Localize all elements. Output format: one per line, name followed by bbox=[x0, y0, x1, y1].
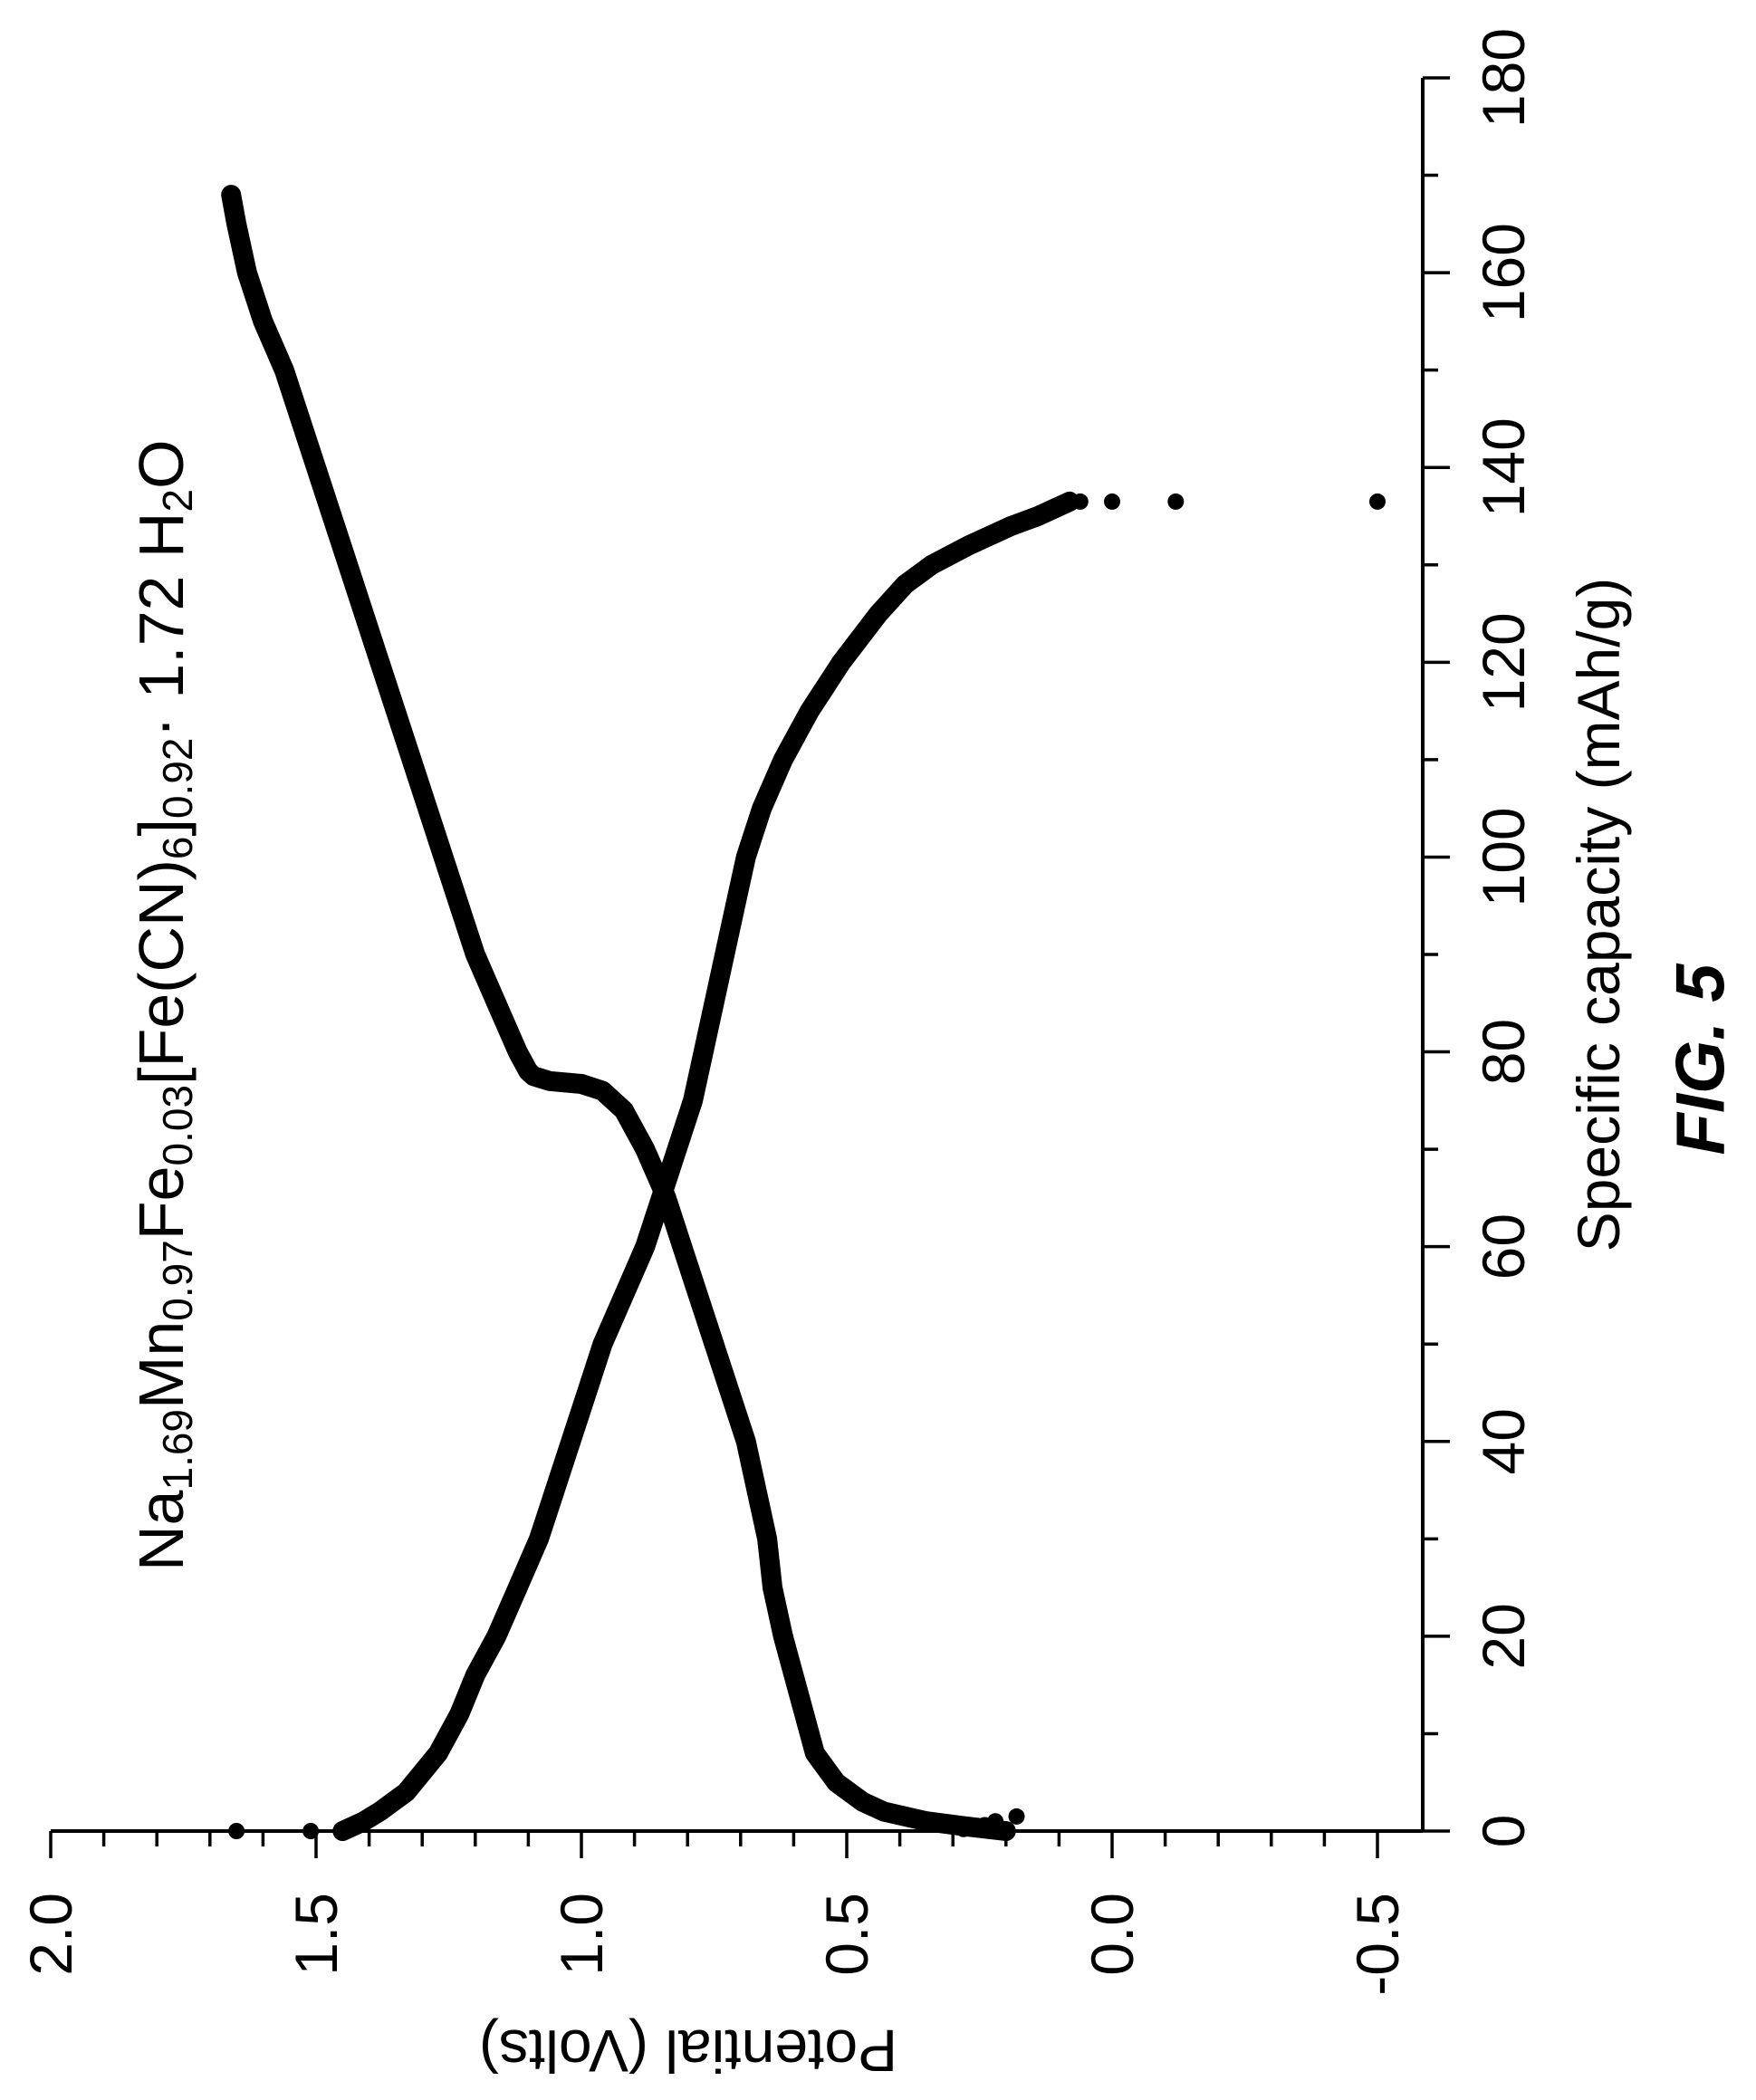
title-segment: ] bbox=[126, 819, 197, 836]
title-segment: [Fe(CN) bbox=[126, 859, 197, 1085]
title-segment: Na bbox=[126, 1490, 197, 1571]
y-tick-label: 1.5 bbox=[283, 1893, 350, 1976]
x-tick-label: 160 bbox=[1470, 223, 1537, 322]
figure-caption: FIG. 5 bbox=[1663, 963, 1740, 1155]
x-tick-label: 0 bbox=[1470, 1815, 1537, 1848]
y-tick-label: 0.0 bbox=[1079, 1893, 1146, 1976]
plot-area: 0 20 40 60 80 100 120 140 160 180 2.0 1.5 1.0 0.5 0.0 -… bbox=[17, 28, 1740, 2085]
x-tick-label: 40 bbox=[1470, 1408, 1537, 1474]
title-subscript: 0.92 bbox=[154, 738, 201, 820]
x-tick-label: 100 bbox=[1470, 807, 1537, 906]
y-axis-title: Potential (Volts) bbox=[479, 2018, 897, 2085]
x-tick-label: 180 bbox=[1470, 28, 1537, 128]
y-tick-label: 2.0 bbox=[17, 1893, 84, 1976]
data-point bbox=[987, 1813, 1004, 1830]
title-subscript: 2 bbox=[154, 489, 201, 513]
title-segment: O bbox=[126, 439, 197, 488]
discharge-curve bbox=[332, 491, 1080, 1841]
y-tick-label: 1.0 bbox=[548, 1893, 615, 1976]
data-point bbox=[1104, 493, 1120, 510]
x-tick-label: 80 bbox=[1470, 1019, 1537, 1085]
data-point bbox=[302, 1823, 320, 1839]
data-point bbox=[1008, 1808, 1025, 1825]
title-subscript: 1.69 bbox=[154, 1409, 201, 1491]
data-point bbox=[1167, 493, 1185, 510]
title-subscript: 0.03 bbox=[154, 1085, 201, 1166]
data-point bbox=[1369, 493, 1386, 510]
chart-title: Na1.69Mn0.97Fe0.03[Fe(CN)6]0.92· 1.72 H2… bbox=[126, 439, 201, 1571]
x-tick-label: 20 bbox=[1470, 1603, 1537, 1669]
y-tick-label: 0.5 bbox=[813, 1893, 880, 1976]
x-tick-label: 120 bbox=[1470, 612, 1537, 712]
title-segment: Fe bbox=[126, 1166, 197, 1241]
data-point bbox=[1071, 493, 1089, 510]
x-tick-label: 140 bbox=[1470, 417, 1537, 517]
title-subscript: 0.97 bbox=[154, 1240, 201, 1321]
y-tick-label: -0.5 bbox=[1344, 1893, 1411, 1996]
data-point bbox=[334, 1823, 351, 1839]
charge-curve bbox=[221, 185, 1016, 1841]
title-segment: Mn bbox=[126, 1321, 197, 1409]
title-segment: · 1.72 H bbox=[126, 513, 197, 738]
data-point bbox=[228, 1823, 245, 1839]
x-tick-label: 60 bbox=[1470, 1213, 1537, 1280]
title-subscript: 6 bbox=[154, 837, 201, 860]
x-axis-title: Specific capacity (mAh/g) bbox=[1565, 578, 1632, 1252]
